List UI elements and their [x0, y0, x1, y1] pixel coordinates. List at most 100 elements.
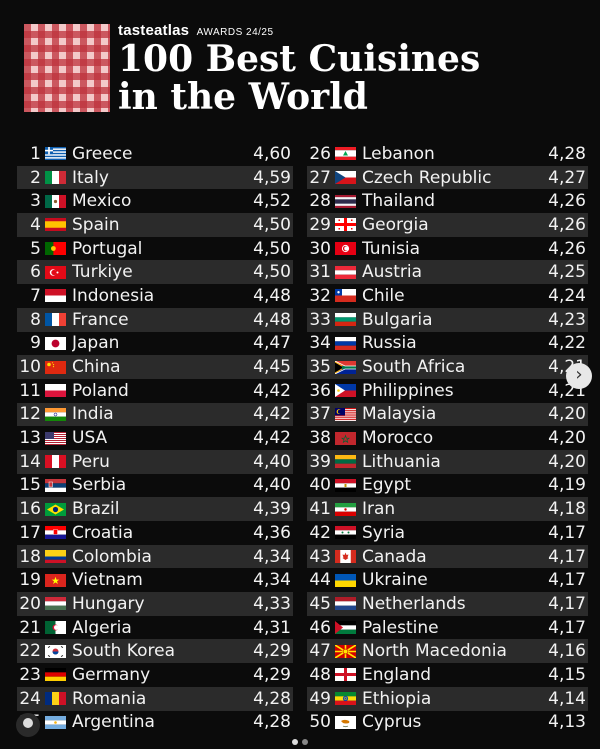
- ukraine-flag-icon: [335, 573, 356, 587]
- table-row: 28 Thailand 4,26: [307, 189, 588, 213]
- table-row: 13 USA 4,42: [17, 426, 293, 450]
- indonesia-flag-icon: [45, 289, 66, 303]
- score: 4,23: [548, 309, 586, 330]
- table-row: 25Argentina4,28: [17, 711, 293, 735]
- country-name: Thailand: [362, 191, 436, 212]
- table-row: 47 North Macedonia 4,16: [307, 639, 588, 664]
- country-name: Algeria: [72, 617, 132, 638]
- country-name: Netherlands: [362, 593, 466, 614]
- rank: 3: [30, 191, 41, 212]
- score: 4,24: [548, 285, 586, 306]
- table-row: 50 Cyprus 4,13: [307, 711, 588, 735]
- palestine-flag-icon: [335, 621, 356, 635]
- title-line-1: 100 Best Cuisines: [118, 38, 481, 80]
- rank: 14: [19, 451, 41, 472]
- rank: 26: [309, 143, 331, 164]
- table-row: 18 Colombia 4,34: [17, 544, 293, 569]
- rank: 12: [19, 404, 41, 425]
- score: 4,59: [253, 167, 291, 188]
- ethiopia-flag-icon: [335, 692, 356, 706]
- score: 4,14: [548, 688, 586, 709]
- thailand-flag-icon: [335, 194, 356, 208]
- country-name: South Korea: [72, 641, 176, 662]
- rank: 8: [30, 309, 41, 330]
- score: 4,17: [548, 522, 586, 543]
- rank: 47: [309, 641, 331, 662]
- rank: 9: [30, 333, 41, 354]
- country-name: Ethiopia: [362, 688, 432, 709]
- title-line-2: in the World: [118, 76, 368, 118]
- vietnam-flag-icon: [45, 573, 66, 587]
- rank: 28: [309, 191, 331, 212]
- rank: 34: [309, 333, 331, 354]
- score: 4,45: [253, 357, 291, 378]
- score: 4,17: [548, 546, 586, 567]
- rank: 1: [30, 143, 41, 164]
- next-slide-button[interactable]: ›: [566, 363, 592, 389]
- country-name: Bulgaria: [362, 309, 433, 330]
- table-row: 32 Chile 4,24: [307, 284, 588, 308]
- table-row: 7 Indonesia 4,48: [17, 284, 293, 308]
- table-row: 16 Brazil 4,39: [17, 497, 293, 521]
- score: 4,18: [548, 499, 586, 520]
- country-name: Brazil: [72, 499, 120, 520]
- table-row: 22 South Korea 4,29: [17, 639, 293, 664]
- russia-flag-icon: [335, 336, 356, 350]
- country-name: Spain: [72, 214, 120, 235]
- table-row: 11 Poland 4,42: [17, 379, 293, 403]
- portugal-flag-icon: [45, 242, 66, 256]
- rank: 16: [19, 499, 41, 520]
- rank: 37: [309, 404, 331, 425]
- bulgaria-flag-icon: [335, 313, 356, 327]
- carousel-dots: [292, 730, 312, 749]
- table-row: 44 Ukraine 4,17: [307, 568, 588, 592]
- rank: 30: [309, 238, 331, 259]
- score: 4,42: [253, 428, 291, 449]
- iran-flag-icon: [335, 502, 356, 516]
- rank: 24: [19, 688, 41, 709]
- south-africa-flag-icon: [335, 360, 356, 374]
- poland-flag-icon: [45, 384, 66, 398]
- rank: 41: [309, 499, 331, 520]
- score: 4,29: [253, 664, 291, 685]
- table-row: 27 Czech Republic 4,27: [307, 165, 588, 190]
- table-row: 29 Georgia 4,26: [307, 213, 588, 237]
- table-row: 36 Philippines 4,21: [307, 379, 588, 403]
- country-name: Turkiye: [72, 262, 133, 283]
- rank: 5: [30, 238, 41, 259]
- table-row: 12 India 4,42: [17, 402, 293, 427]
- country-name: Colombia: [72, 546, 152, 567]
- score: 4,20: [548, 428, 586, 449]
- country-name: Romania: [72, 688, 147, 709]
- table-row: 38 Morocco 4,20: [307, 426, 588, 450]
- chevron-right-icon: ›: [575, 364, 583, 385]
- country-name: Peru: [72, 451, 110, 472]
- country-name: Chile: [362, 285, 405, 306]
- score: 4,34: [253, 570, 291, 591]
- table-row: 35 South Africa 4,21: [307, 355, 588, 379]
- table-row: 43 Canada 4,17: [307, 544, 588, 569]
- rank: 50: [309, 712, 331, 733]
- carousel-dot[interactable]: [302, 739, 308, 745]
- syria-flag-icon: [335, 526, 356, 540]
- rank: 31: [309, 262, 331, 283]
- country-name: Japan: [72, 333, 120, 354]
- malaysia-flag-icon: [335, 407, 356, 421]
- score: 4,28: [253, 712, 291, 733]
- rank: 43: [309, 546, 331, 567]
- argentina-flag-icon: [45, 715, 66, 729]
- rank: 20: [19, 593, 41, 614]
- carousel-dot[interactable]: [292, 739, 298, 745]
- usa-flag-icon: [45, 431, 66, 445]
- rank: 7: [30, 285, 41, 306]
- rank: 10: [19, 357, 41, 378]
- awards-label: AWARDS 24/25: [196, 27, 274, 38]
- rank: 38: [309, 428, 331, 449]
- table-row: 10 China 4,45: [17, 355, 293, 379]
- spain-flag-icon: [45, 218, 66, 232]
- france-flag-icon: [45, 313, 66, 327]
- china-flag-icon: [45, 360, 66, 374]
- country-name: Morocco: [362, 428, 434, 449]
- user-tag-icon[interactable]: [16, 713, 40, 737]
- country-name: Italy: [72, 167, 109, 188]
